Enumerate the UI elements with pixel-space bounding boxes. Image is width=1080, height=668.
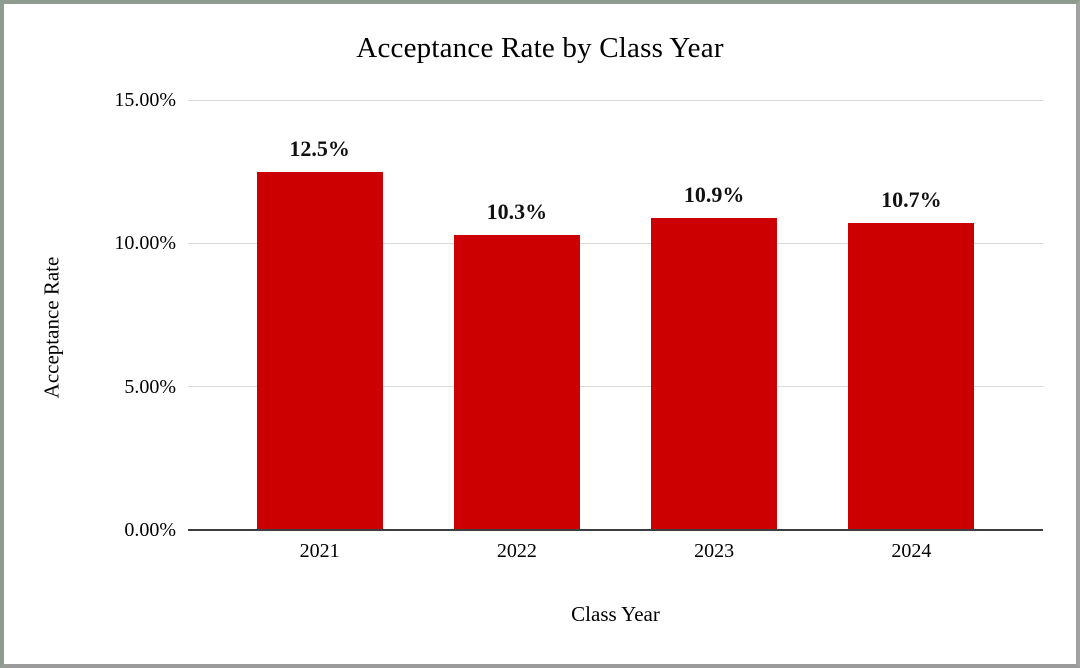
y-axis-title: Acceptance Rate bbox=[39, 256, 64, 399]
gridline bbox=[188, 386, 1043, 388]
y-tick-label: 5.00% bbox=[124, 375, 176, 398]
y-tick-label: 15.00% bbox=[114, 89, 176, 111]
bar-value-label: 10.9% bbox=[683, 181, 745, 207]
x-tick-label: 2022 bbox=[496, 540, 537, 562]
bar-value-label: 12.5% bbox=[289, 135, 350, 161]
bar-value-label: 10.3% bbox=[486, 198, 548, 224]
gridline bbox=[188, 242, 1043, 244]
x-axis-title: Class Year bbox=[571, 602, 660, 626]
x-tick-label: 2023 bbox=[694, 540, 735, 562]
bar-value-label: 10.7% bbox=[881, 187, 942, 213]
bar-2022[interactable] bbox=[453, 234, 580, 530]
plot-area: 0.00% 5.00% 10.00% 15.00% 12.5% 2021 10.3% 2022… bbox=[114, 89, 1043, 562]
bar-2021[interactable] bbox=[256, 171, 383, 530]
chart-title: Acceptance Rate by Class Year bbox=[356, 32, 724, 64]
x-axis-line bbox=[188, 529, 1043, 531]
bar-2023[interactable] bbox=[651, 217, 778, 530]
x-tick-label: 2024 bbox=[891, 540, 932, 562]
x-tick-label: 2021 bbox=[299, 540, 340, 562]
y-tick-label: 10.00% bbox=[114, 232, 176, 255]
y-tick-label: 0.00% bbox=[124, 519, 176, 541]
gridline bbox=[188, 99, 1043, 101]
bar-2024[interactable] bbox=[848, 223, 975, 530]
